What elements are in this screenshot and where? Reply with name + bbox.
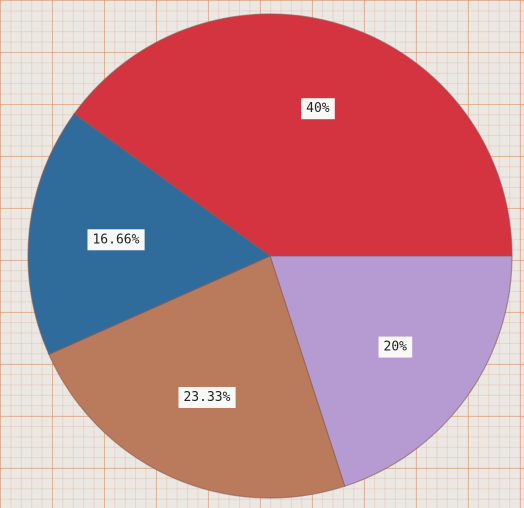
value-label-group: 40% xyxy=(301,98,335,120)
pie-slice xyxy=(73,13,513,257)
value-label-box xyxy=(178,386,236,408)
value-label-box xyxy=(301,98,335,120)
value-label-group: 20% xyxy=(378,336,413,358)
pie-slice xyxy=(27,112,272,356)
value-label: 40% xyxy=(306,101,330,116)
value-label-group: 16.66% xyxy=(87,229,145,251)
value-label-box xyxy=(378,336,413,358)
value-label: 16.66% xyxy=(92,232,139,247)
pie-slice xyxy=(269,255,513,487)
value-label: 20% xyxy=(384,340,408,355)
value-label: 23.33% xyxy=(183,390,230,405)
value-label-box xyxy=(87,229,145,251)
value-label-group: 23.33% xyxy=(178,386,236,408)
pie-slice xyxy=(48,255,346,499)
